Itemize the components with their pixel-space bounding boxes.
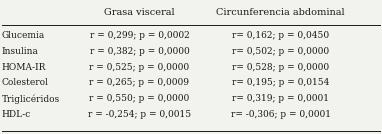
Text: r= 0,319; p = 0,0001: r= 0,319; p = 0,0001 <box>232 94 329 103</box>
Text: r = -0,254; p = 0,0015: r = -0,254; p = 0,0015 <box>88 110 191 119</box>
Text: r= 0,162; p = 0,0450: r= 0,162; p = 0,0450 <box>232 31 329 40</box>
Text: r= -0,306; p = 0,0001: r= -0,306; p = 0,0001 <box>231 110 331 119</box>
Text: Triglicéridos: Triglicéridos <box>2 94 60 103</box>
Text: r = 0,382; p = 0,0000: r = 0,382; p = 0,0000 <box>89 47 189 56</box>
Text: Glucemia: Glucemia <box>2 31 45 40</box>
Text: Circunferencia abdominal: Circunferencia abdominal <box>217 8 345 17</box>
Text: r= 0,528; p = 0,0000: r= 0,528; p = 0,0000 <box>232 63 329 72</box>
Text: r = 0,525; p = 0,0000: r = 0,525; p = 0,0000 <box>89 63 189 72</box>
Text: Insulina: Insulina <box>2 47 39 56</box>
Text: Grasa visceral: Grasa visceral <box>104 8 175 17</box>
Text: HDL-c: HDL-c <box>2 110 31 119</box>
Text: Colesterol: Colesterol <box>2 78 49 88</box>
Text: r= 0,195; p = 0,0154: r= 0,195; p = 0,0154 <box>232 78 329 88</box>
Text: r = 0,550; p = 0,0000: r = 0,550; p = 0,0000 <box>89 94 189 103</box>
Text: r = 0,265; p = 0,0009: r = 0,265; p = 0,0009 <box>89 78 189 88</box>
Text: r = 0,299; p = 0,0002: r = 0,299; p = 0,0002 <box>89 31 189 40</box>
Text: r= 0,502; p = 0,0000: r= 0,502; p = 0,0000 <box>232 47 329 56</box>
Text: HOMA-IR: HOMA-IR <box>2 63 46 72</box>
